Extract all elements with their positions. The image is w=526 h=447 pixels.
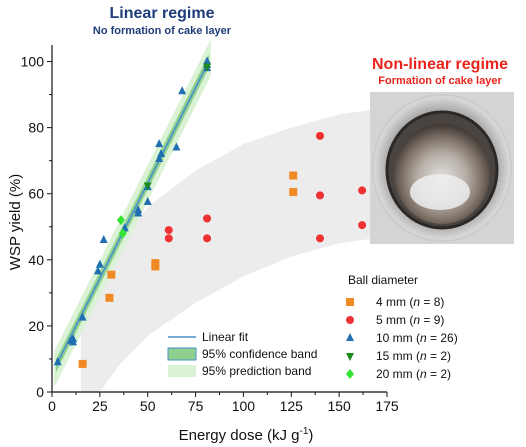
legend-lines: Linear fit 95% confidence band 95% predict… <box>167 330 317 378</box>
legend-series-label: 10 mm (n = 26) <box>376 331 458 345</box>
legend-series-label: 5 mm (n = 9) <box>376 313 444 327</box>
data-point-triangle <box>203 56 212 65</box>
data-point-triangle <box>172 142 181 151</box>
x-axis-label-close: ) <box>308 427 313 444</box>
legend-series: Ball diameter 4 mm (n = 8) 5 mm (n = 9) 10… <box>346 273 458 381</box>
data-point-square <box>78 359 87 368</box>
cake-layer-photo <box>370 92 514 244</box>
data-point-triangle <box>69 337 78 346</box>
data-point-square <box>107 270 116 279</box>
x-tick-label: 125 <box>280 398 304 414</box>
data-point-square <box>105 293 114 302</box>
axes-layer: 0 25 50 75 100 125 150 175 0 20 40 60 80 100 <box>21 45 399 414</box>
x-tick-label: 25 <box>92 398 108 414</box>
x-tick-label: 75 <box>188 398 204 414</box>
data-point-triangle <box>53 357 62 366</box>
legend-marker <box>346 298 354 306</box>
legend-series-label: 15 mm (n = 2) <box>376 349 451 363</box>
data-point-circle <box>316 131 324 140</box>
x-tick-label: 50 <box>140 398 156 414</box>
data-point-square <box>289 188 298 197</box>
linear-regime-subtitle: No formation of cake layer <box>93 25 232 37</box>
x-tick-label: 175 <box>375 398 399 414</box>
data-point-diamond <box>118 228 127 239</box>
y-tick-label: 20 <box>28 318 44 334</box>
y-tick-label: 0 <box>36 384 44 400</box>
nonlinear-regime-subtitle: Formation of cake layer <box>378 75 502 87</box>
data-point-square <box>289 171 298 180</box>
data-point-circle <box>358 221 367 230</box>
legend-marker <box>346 369 354 379</box>
data-point-triangle <box>143 196 152 205</box>
data-point-triangle <box>157 149 166 158</box>
data-point-circle <box>164 234 173 243</box>
y-tick-label: 60 <box>28 186 44 202</box>
y-tick-label: 40 <box>28 252 44 268</box>
legend-series-label: 20 mm (n = 2) <box>376 367 451 381</box>
data-point-triangle <box>155 139 164 148</box>
x-tick-label: 0 <box>48 398 56 414</box>
data-point-circle <box>358 186 367 195</box>
data-point-circle <box>164 226 173 235</box>
legend-series-label: 4 mm (n = 8) <box>376 295 444 309</box>
data-point-circle <box>203 234 212 243</box>
data-point-triangle <box>99 234 108 243</box>
legend-marker <box>346 333 354 341</box>
data-point-triangle <box>93 266 102 275</box>
legend-title: Ball diameter <box>348 273 418 287</box>
data-point-triangle-down <box>203 63 212 72</box>
nonlinear-band <box>80 107 387 393</box>
data-point-square <box>151 259 160 268</box>
legend-line-label: 95% confidence band <box>202 347 317 361</box>
bands-layer <box>53 39 387 393</box>
legend-marker <box>346 353 354 361</box>
y-tick-label: 100 <box>21 54 45 70</box>
data-point-circle <box>316 191 324 200</box>
legend-line-label: Linear fit <box>202 330 249 344</box>
linear-regime-title: Linear regime <box>110 5 215 22</box>
nonlinear-regime-title: Non-linear regime <box>372 56 508 73</box>
x-axis-label: Energy dose (kJ g-1) <box>179 426 314 444</box>
x-axis-label-main: Energy dose (kJ g <box>179 427 300 444</box>
x-tick-label: 100 <box>232 398 256 414</box>
data-point-triangle <box>78 312 87 321</box>
data-point-triangle <box>95 259 104 268</box>
y-axis-label: WSP yield (%) <box>7 174 24 270</box>
legend-marker <box>346 316 354 324</box>
x-tick-label: 150 <box>327 398 351 414</box>
legend-line-label: 95% prediction band <box>202 364 311 378</box>
x-axis-label-sup: -1 <box>300 426 309 437</box>
data-point-triangle <box>155 154 164 163</box>
data-point-circle <box>316 234 324 243</box>
data-point-triangle <box>134 205 143 214</box>
data-point-triangle-down <box>143 182 152 191</box>
data-point-circle <box>203 214 212 223</box>
y-tick-label: 80 <box>28 120 44 136</box>
data-point-diamond <box>116 215 125 226</box>
data-point-triangle <box>178 86 187 95</box>
legend-prediction-swatch <box>168 365 196 377</box>
points-layer <box>53 56 367 368</box>
legend-confidence-swatch <box>167 347 197 361</box>
